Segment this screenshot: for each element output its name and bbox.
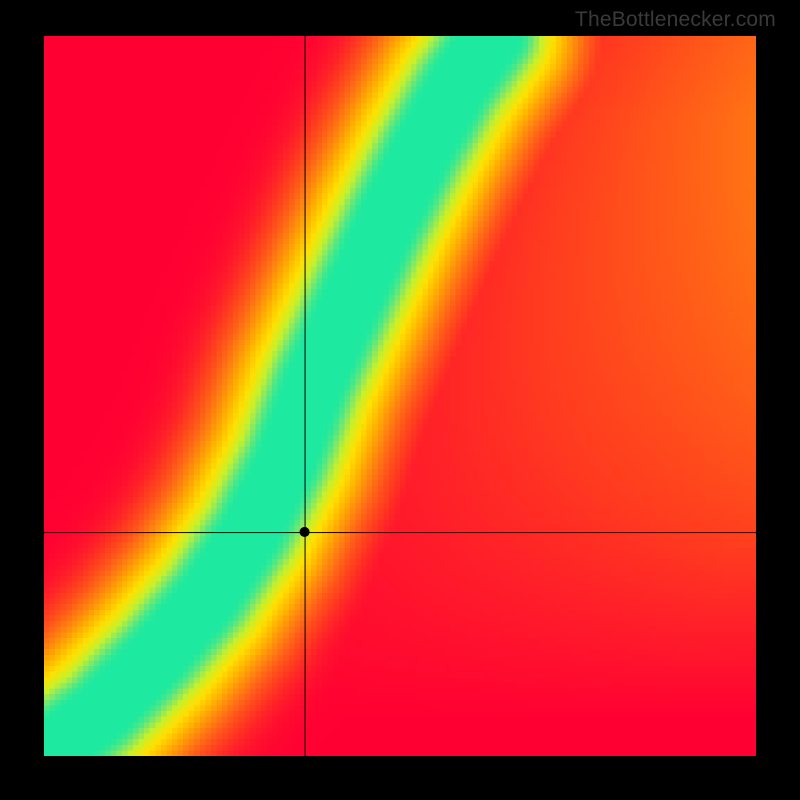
watermark-text: TheBottlenecker.com — [575, 8, 776, 32]
bottleneck-heatmap — [44, 36, 756, 756]
